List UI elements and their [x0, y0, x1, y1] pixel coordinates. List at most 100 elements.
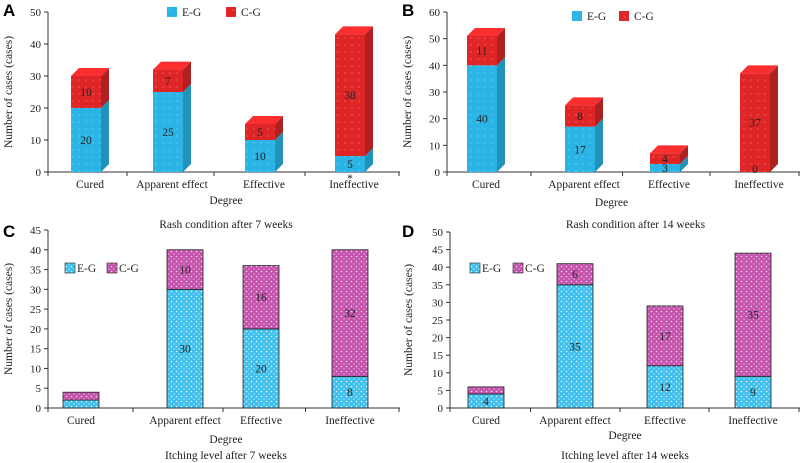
legend-swatch-c-g — [512, 262, 524, 274]
legend-swatch-c-g — [226, 7, 236, 17]
x-tick-label: Apparent effect — [539, 415, 611, 427]
legend-swatch-c-g — [619, 11, 629, 21]
y-tick-label: 5 — [438, 385, 444, 397]
value-label-cg: 32 — [344, 308, 356, 320]
bar-eg-apparent-effect — [565, 126, 595, 172]
value-label-cg: 11 — [476, 46, 487, 58]
value-label-cg: 7 — [165, 76, 171, 88]
value-label-cg: 6 — [572, 269, 578, 281]
legend: E-G C-G — [469, 262, 545, 275]
legend-label-c-g: C-G — [119, 263, 139, 275]
y-tick-label: 20 — [432, 333, 444, 345]
value-label-eg: 40 — [476, 114, 488, 126]
y-axis-label: Number of cases (cases) — [403, 264, 415, 376]
bar-eg-effective — [242, 328, 280, 409]
x-tick-label: Cured — [76, 179, 104, 191]
y-tick-label: 5 — [36, 383, 42, 395]
y-tick-label: 25 — [30, 304, 42, 316]
significance-marker: * — [347, 173, 353, 185]
legend-label-e-g: E-G — [482, 263, 501, 275]
y-tick-label: 40 — [30, 245, 42, 257]
panel-a: A 0 10 20 30 40 50 Number of cases (cases) 20 10 C… — [3, 1, 400, 231]
value-label-eg: 5 — [347, 159, 353, 171]
value-label-cg: 4 — [662, 154, 668, 166]
bar-cg-effective — [245, 124, 275, 140]
value-label-eg: 9 — [750, 387, 756, 399]
value-label-eg: 20 — [80, 135, 92, 147]
bar-cg-apparent-effect — [153, 69, 183, 92]
y-tick-label: 40 — [429, 60, 441, 72]
chart-caption: Rash condition after 14 weeks — [566, 219, 706, 231]
bar-eg-side — [595, 118, 603, 172]
bar-cg-ineffective — [335, 34, 365, 156]
bar-cg-side — [101, 68, 109, 108]
value-label-eg: 4 — [483, 396, 489, 408]
x-tick-label: Effective — [243, 179, 285, 191]
chart-caption: Itching level after 14 weeks — [561, 450, 689, 462]
bar-eg-apparent-effect — [556, 284, 594, 409]
x-tick-label: Cured — [472, 415, 500, 427]
y-tick-label: 20 — [30, 324, 42, 336]
y-tick-label: 30 — [432, 297, 444, 309]
panel-letter: C — [3, 222, 15, 241]
value-label-cg: 16 — [255, 292, 267, 304]
x-axis-label: Degree — [209, 434, 242, 446]
bar-eg-apparent-effect — [166, 288, 204, 409]
x-tick-label: Cured — [472, 179, 500, 191]
y-tick-label: 30 — [30, 284, 42, 296]
y-tick-label: 15 — [30, 344, 42, 356]
panel-letter: D — [402, 222, 414, 241]
legend-swatch-e-g — [64, 262, 76, 274]
y-tick-label: 20 — [429, 114, 441, 126]
panel-letter: B — [402, 1, 414, 20]
legend-label-c-g: C-G — [634, 11, 654, 23]
x-tick-label: Cured — [67, 415, 95, 427]
x-tick-label: Apparent effect — [548, 179, 620, 191]
bar-cg-cured — [467, 36, 497, 66]
legend: E-G C-G — [64, 262, 139, 275]
y-tick-label: 20 — [30, 103, 42, 115]
value-label-cg: 10 — [80, 87, 92, 99]
bar-cg-ineffective — [740, 73, 770, 172]
y-tick-label: 35 — [30, 265, 42, 277]
x-tick-label: Effective — [648, 179, 690, 191]
value-label-eg: 25 — [162, 127, 174, 139]
bar-top — [740, 65, 778, 74]
y-tick-label: 10 — [429, 140, 441, 152]
bar-eg-side — [275, 132, 283, 172]
x-tick-label: Effective — [644, 415, 686, 427]
bar-eg-effective — [245, 140, 275, 172]
bar-cg-side — [365, 26, 373, 157]
bar-cg-apparent-effect — [565, 105, 595, 127]
legend-label-e-g: E-G — [182, 7, 201, 19]
bar-cg-ineffective — [331, 249, 369, 377]
value-label-eg: 8 — [347, 387, 353, 399]
bar-eg-ineffective — [335, 156, 365, 172]
value-label-eg: 30 — [179, 344, 191, 356]
value-label-cg: 8 — [577, 111, 583, 123]
bar-eg-side — [497, 57, 505, 173]
legend-swatch-c-g — [106, 262, 118, 274]
y-tick-label: 50 — [432, 227, 444, 239]
legend: E-G C-G — [167, 7, 261, 19]
chart-caption: Itching level after 7 weeks — [165, 450, 287, 462]
legend-label-e-g: E-G — [77, 263, 96, 275]
bar-cg-side — [680, 145, 688, 164]
bar-eg-effective — [646, 365, 684, 409]
y-axis-label: Number of cases (cases) — [402, 36, 414, 148]
bar-cg-effective — [650, 153, 680, 164]
legend-label-c-g: C-G — [241, 7, 261, 19]
y-tick-label: 0 — [36, 167, 42, 179]
bar-top — [71, 68, 109, 76]
value-label-cg: 38 — [344, 90, 356, 102]
value-label-cg: 35 — [747, 310, 759, 322]
x-axis-label: Degree — [209, 195, 242, 207]
bar-top — [335, 26, 373, 35]
bar-cg-cured — [71, 76, 101, 108]
x-tick-label: Apparent effect — [149, 415, 221, 427]
bar-cg-side — [595, 97, 603, 127]
bar-top — [245, 116, 283, 124]
bar-eg-cured — [467, 65, 497, 172]
